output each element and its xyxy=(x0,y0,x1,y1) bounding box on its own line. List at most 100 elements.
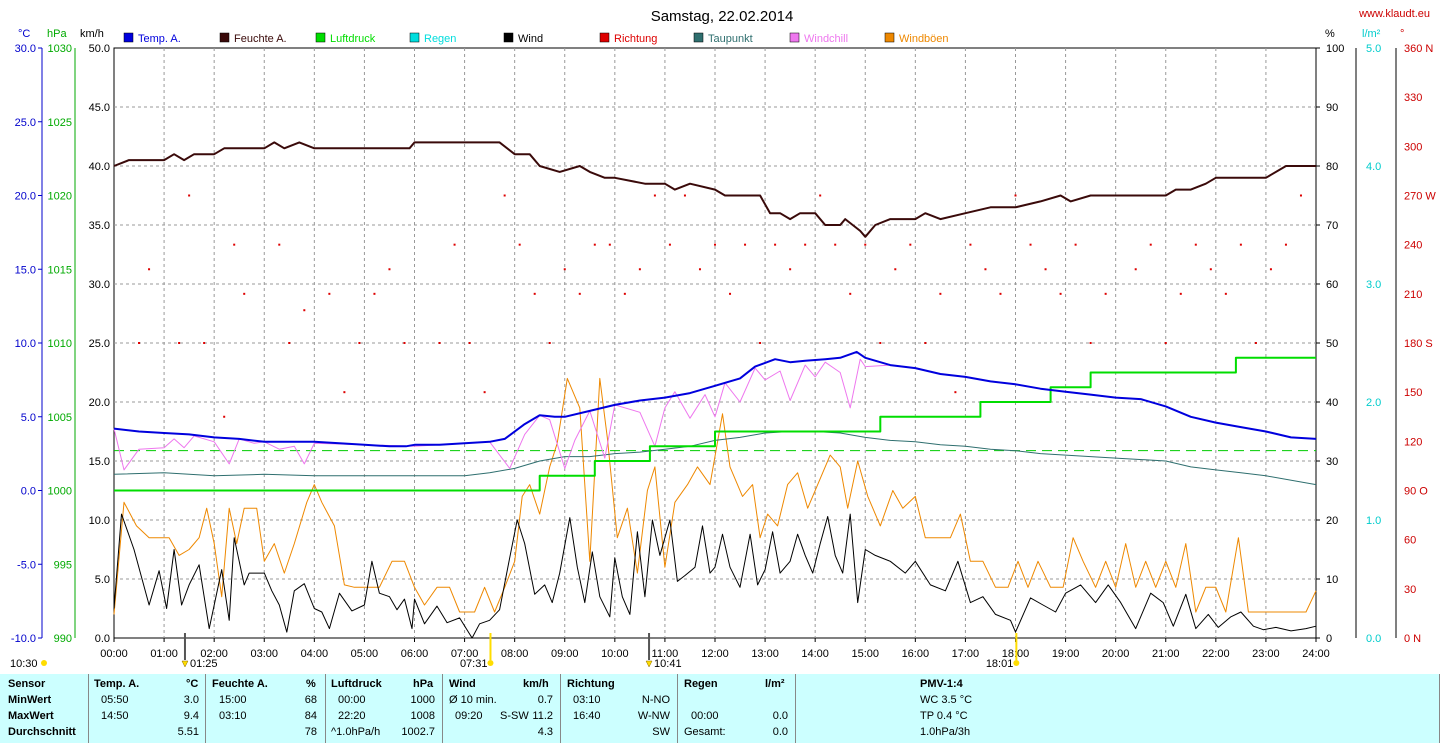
humidity-tick-label: 90 xyxy=(1326,102,1338,114)
x-tick-label: 11:00 xyxy=(652,648,679,660)
row-min-label: MinWert xyxy=(8,694,52,706)
legend-swatch xyxy=(503,32,514,43)
humidity-tick-label: 30 xyxy=(1326,456,1338,468)
x-tick-label: 05:00 xyxy=(351,648,379,660)
legend-label: Windchill xyxy=(804,33,848,45)
direction-tick-label: 210 xyxy=(1404,289,1422,301)
series-windgusts xyxy=(113,377,1317,615)
direction-point xyxy=(1209,268,1212,271)
temp-tick-label: -5.0 xyxy=(17,559,36,571)
pressure-min-value: 1000 xyxy=(410,694,435,706)
legend-label: Windböen xyxy=(899,33,949,45)
direction-point xyxy=(203,342,206,344)
direction-point xyxy=(223,415,226,418)
temp-tick-label: -10.0 xyxy=(11,633,36,645)
pressure-tick-label: 995 xyxy=(54,559,72,571)
temp-tick-label: 0.0 xyxy=(21,486,36,498)
direction-point xyxy=(373,292,376,295)
legend-label: Temp. A. xyxy=(138,33,181,45)
wind-max-direction: S-SW xyxy=(500,710,529,722)
humidity-min-value: 68 xyxy=(304,694,317,706)
direction-point xyxy=(698,268,701,271)
sun-moon-markers: 10:30 01:25 07:31 10:41 18:01 xyxy=(10,633,1020,670)
humidity-unit: % xyxy=(306,678,316,690)
wind-header: Wind xyxy=(449,678,476,690)
direction-point xyxy=(288,342,291,344)
direction-point xyxy=(714,243,716,246)
wind-max-value: 11.2 xyxy=(532,710,553,722)
plot-area xyxy=(113,141,1317,639)
direction-point xyxy=(924,342,927,344)
direction-point xyxy=(744,243,747,246)
direction-header: Richtung xyxy=(567,678,615,690)
direction-point xyxy=(148,268,151,271)
direction-point xyxy=(243,292,246,295)
rain-total-label: Gesamt: xyxy=(684,726,726,738)
temp-tick-label: 15.0 xyxy=(15,264,36,276)
direction-max-time: 16:40 xyxy=(573,710,601,722)
rain-tick-label: 5.0 xyxy=(1366,43,1381,55)
direction-point xyxy=(578,292,581,295)
pressure-avg-value: 1002.7 xyxy=(401,726,435,738)
temp-min-value: 3.0 xyxy=(183,694,199,706)
rain-max-time: 00:00 xyxy=(691,710,719,722)
direction-point xyxy=(1164,342,1167,344)
rain-tick-label: 0.0 xyxy=(1366,633,1381,645)
direction-tick-label: 180 S xyxy=(1404,338,1433,350)
x-tick-label: 15:00 xyxy=(851,648,879,660)
chart-title: Samstag, 22.02.2014 xyxy=(651,8,794,25)
wind-tick-label: 5.0 xyxy=(95,574,110,586)
direction-point xyxy=(1284,243,1287,246)
sunset-icon xyxy=(1013,660,1020,666)
direction-tick-label: 0 N xyxy=(1404,633,1421,645)
rain-tick-label: 4.0 xyxy=(1366,161,1381,173)
legend: Temp. A. Feuchte A. Luftdruck Regen Wind Rich… xyxy=(123,32,949,45)
direction-point xyxy=(1149,243,1152,246)
direction-point xyxy=(623,292,626,295)
rain-tick-label: 1.0 xyxy=(1366,515,1381,527)
humidity-min-time: 15:00 xyxy=(219,694,247,706)
direction-point xyxy=(468,342,471,344)
direction-point xyxy=(653,194,656,197)
direction-tick-label: 330 xyxy=(1404,92,1422,104)
x-tick-label: 14:00 xyxy=(801,648,829,660)
direction-tick-label: 60 xyxy=(1404,535,1416,547)
direction-point xyxy=(999,292,1002,295)
series-humidity xyxy=(113,141,1316,238)
direction-point xyxy=(954,391,957,394)
humidity-tick-label: 100 xyxy=(1326,43,1344,55)
wind-tick-label: 30.0 xyxy=(89,279,110,291)
watermark: www.klaudt.eu xyxy=(1358,8,1430,20)
moonrise-label: 01:25 xyxy=(190,658,218,670)
series-temperature xyxy=(113,350,1317,448)
row-max-label: MaxWert xyxy=(8,710,54,722)
direction-point xyxy=(984,268,987,271)
x-tick-label: 20:00 xyxy=(1102,648,1130,660)
direction-point xyxy=(789,268,792,271)
rain-total-value: 0.0 xyxy=(772,726,788,738)
humidity-tick-label: 0 xyxy=(1326,633,1332,645)
humidity-tick-label: 50 xyxy=(1326,338,1338,350)
sunrise-icon xyxy=(487,660,494,666)
wind-min-value: 0.7 xyxy=(537,694,553,706)
legend-label: Feuchte A. xyxy=(234,33,287,45)
direction-point xyxy=(819,194,822,197)
temp-max-value: 9.4 xyxy=(183,710,199,722)
x-tick-label: 01:00 xyxy=(150,648,178,660)
temp-tick-label: 20.0 xyxy=(15,191,36,203)
legend-label: Wind xyxy=(518,33,543,45)
x-tick-label: 19:00 xyxy=(1052,648,1080,660)
grid xyxy=(113,47,1317,639)
direction-point xyxy=(879,342,882,344)
wind-tick-label: 10.0 xyxy=(89,515,110,527)
pressure-tick-label: 1025 xyxy=(48,117,72,129)
direction-point xyxy=(343,391,346,394)
direction-point xyxy=(834,243,837,246)
direction-point xyxy=(483,391,486,394)
x-tick-label: 03:00 xyxy=(250,648,278,660)
legend-label: Taupunkt xyxy=(708,33,753,45)
direction-point xyxy=(328,292,331,295)
temp-header: Temp. A. xyxy=(94,678,140,690)
humidity-tick-label: 80 xyxy=(1326,161,1338,173)
legend-swatch xyxy=(409,32,420,43)
